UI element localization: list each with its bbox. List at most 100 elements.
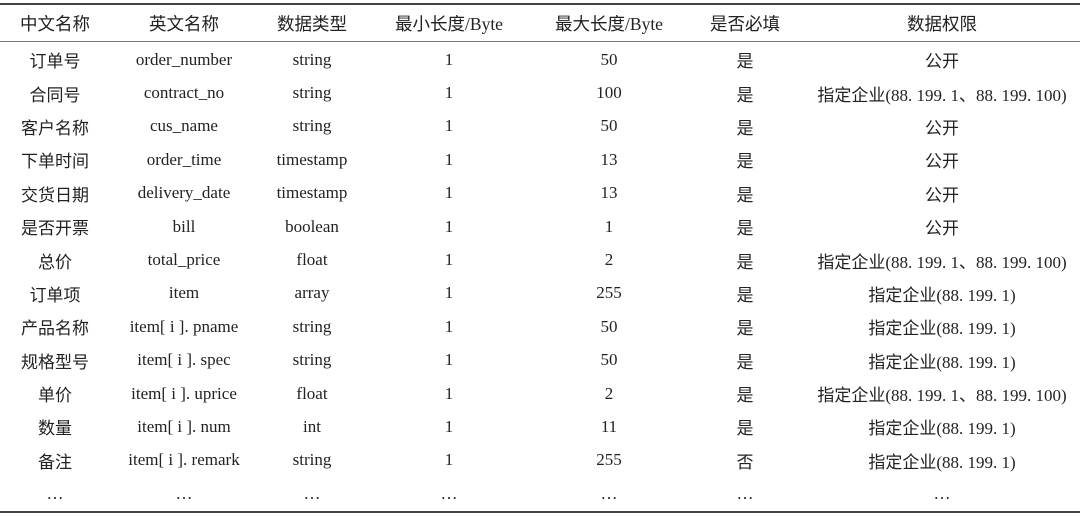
cell-min-length: 1 — [444, 450, 454, 470]
cell-min-length: … — [440, 483, 458, 503]
cell-chinese-name: 产品名称 — [21, 319, 89, 339]
cell-data-type: float — [296, 250, 328, 270]
cell-required: 是 — [736, 185, 754, 205]
cell-min-length: 1 — [444, 250, 454, 270]
table-row: 客户名称 cus_name string 1 50 是 公开 — [0, 110, 1080, 143]
column-header-max-length: 最大长度/Byte — [555, 13, 663, 34]
cell-english-name: cus_name — [150, 116, 218, 136]
cell-data-type: array — [294, 283, 330, 303]
cell-data-permission: 指定企业(88. 199. 1) — [868, 285, 1016, 305]
cell-max-length: 255 — [596, 450, 622, 470]
cell-english-name: contract_no — [143, 83, 225, 103]
cell-required: 是 — [736, 252, 754, 272]
cell-chinese-name: 数量 — [38, 419, 72, 439]
cell-chinese-name: 规格型号 — [21, 352, 89, 372]
cell-data-permission: 指定企业(88. 199. 1、88. 199. 100) — [817, 252, 1067, 272]
cell-min-length: 1 — [444, 149, 454, 169]
cell-data-type: string — [292, 116, 332, 136]
cell-max-length: 100 — [596, 83, 622, 103]
cell-required: 是 — [736, 386, 754, 406]
cell-data-permission: 指定企业(88. 199. 1) — [868, 419, 1016, 439]
cell-min-length: 1 — [444, 350, 454, 370]
table: 中文名称 英文名称 数据类型 最小长度/Byte 最大长度/Byte 是否必填 数据权限 订… — [0, 5, 1080, 510]
table-row: 合同号 contract_no string 1 100 是 指定企业(88. 199. 1… — [0, 76, 1080, 109]
cell-chinese-name: 是否开票 — [21, 219, 89, 239]
cell-max-length: 11 — [600, 416, 618, 436]
cell-data-type: string — [292, 49, 332, 69]
table-row: ………………… — [0, 477, 1080, 510]
cell-data-type: int — [303, 416, 321, 436]
cell-min-length: 1 — [444, 316, 454, 336]
cell-data-permission: 指定企业(88. 199. 1、88. 199. 100) — [817, 85, 1067, 105]
cell-required: 是 — [736, 319, 754, 339]
cell-data-permission: 公开 — [925, 152, 959, 172]
cell-min-length: 1 — [444, 183, 454, 203]
cell-chinese-name: 单价 — [38, 386, 72, 406]
column-header-required: 是否必填 — [710, 13, 780, 34]
table-row: 下单时间 order_time timestamp 1 13 是 公开 — [0, 143, 1080, 176]
cell-max-length: 255 — [596, 283, 622, 303]
cell-required: 是 — [736, 118, 754, 138]
cell-chinese-name: 订单号 — [29, 52, 81, 72]
table-row: 订单号 order_number string 1 50 是 公开 — [0, 41, 1080, 76]
cell-chinese-name: 订单项 — [29, 285, 81, 305]
cell-english-name: item[ i ]. remark — [128, 450, 240, 470]
bottom-rule — [0, 511, 1080, 513]
cell-min-length: 1 — [444, 116, 454, 136]
table-row: 产品名称 item[ i ]. pname string 1 50 是 指定企业(88. 1… — [0, 310, 1080, 343]
cell-data-permission: 指定企业(88. 199. 1) — [868, 452, 1016, 472]
cell-max-length: 50 — [600, 116, 618, 136]
cell-data-type: boolean — [285, 216, 339, 236]
column-header-data-permission: 数据权限 — [907, 13, 977, 34]
cell-max-length: 50 — [600, 350, 618, 370]
table-row: 规格型号 item[ i ]. spec string 1 50 是 指定企业(88. 19… — [0, 344, 1080, 377]
cell-required: 否 — [736, 452, 754, 472]
cell-chinese-name: 下单时间 — [21, 152, 89, 172]
cell-required: 是 — [736, 219, 754, 239]
cell-max-length: 13 — [600, 183, 618, 203]
table-row: 数量 item[ i ]. num int 1 11 是指定企业(88. 199. 1) — [0, 410, 1080, 443]
cell-data-permission: 公开 — [925, 219, 959, 239]
cell-min-length: 1 — [444, 283, 454, 303]
cell-data-type: string — [292, 83, 332, 103]
column-header-english-name: 英文名称 — [149, 13, 219, 34]
cell-chinese-name: 备注 — [38, 452, 72, 472]
cell-min-length: 1 — [444, 83, 454, 103]
cell-chinese-name: 客户名称 — [21, 118, 89, 138]
cell-chinese-name: 总价 — [38, 252, 72, 272]
cell-required: 是 — [736, 352, 754, 372]
cell-data-permission: 公开 — [925, 185, 959, 205]
cell-english-name: item[ i ]. spec — [137, 350, 231, 370]
cell-min-length: 1 — [444, 216, 454, 236]
cell-max-length: 13 — [600, 149, 618, 169]
cell-english-name: item — [168, 283, 200, 303]
cell-min-length: 1 — [444, 49, 454, 69]
cell-required: 是 — [736, 419, 754, 439]
column-header-chinese-name: 中文名称 — [20, 13, 90, 34]
table-row: 交货日期 delivery_date timestamp 1 13 是 公开 — [0, 177, 1080, 210]
cell-data-permission: 公开 — [925, 52, 959, 72]
cell-english-name: … — [175, 483, 193, 503]
cell-data-permission: … — [933, 483, 951, 503]
cell-max-length: 1 — [604, 216, 614, 236]
cell-data-type: string — [292, 450, 332, 470]
cell-english-name: item[ i ]. num — [137, 416, 231, 436]
table-row: 单价 item[ i ]. uprice float 1 2 是 指定企业(88. 199.… — [0, 377, 1080, 410]
table-row: 总价 total_price float 1 2 是 指定企业(88. 199. 1、88.… — [0, 243, 1080, 276]
table-row: 订单项 item array 1 255 是 指定企业(88. 199. 1) — [0, 277, 1080, 310]
cell-max-length: … — [600, 483, 618, 503]
cell-data-permission: 指定企业(88. 199. 1) — [868, 319, 1016, 339]
cell-max-length: 50 — [600, 316, 618, 336]
cell-max-length: 2 — [604, 250, 614, 270]
cell-chinese-name: 交货日期 — [21, 185, 89, 205]
cell-data-type: float — [296, 383, 328, 403]
cell-english-name: order_time — [146, 149, 222, 169]
cell-required: … — [736, 483, 754, 503]
cell-min-length: 1 — [444, 416, 454, 436]
cell-min-length: 1 — [444, 383, 454, 403]
header-rule — [0, 41, 1080, 42]
cell-required: 是 — [736, 52, 754, 72]
table-row: 备注 item[ i ]. remark string 1 255 否 指定企业(88. 1… — [0, 444, 1080, 477]
cell-data-type: string — [292, 350, 332, 370]
